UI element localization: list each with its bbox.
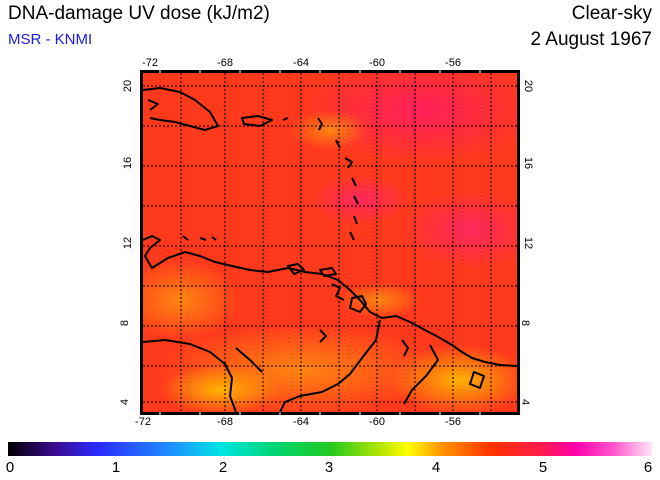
border-line: [279, 319, 381, 412]
lon-tick-top: -60: [369, 57, 385, 69]
island: [469, 371, 485, 389]
lat-tick-right: 16: [522, 156, 535, 170]
colorbar: [8, 442, 652, 456]
source-label: MSR - KNMI: [8, 31, 93, 48]
island: [344, 157, 353, 169]
lat-tick-right: 4: [519, 398, 532, 406]
puerto-rico-coast: [241, 115, 273, 127]
colorbar-tick: 4: [431, 459, 441, 476]
uv-low-area-southwest: [160, 365, 280, 412]
trinidad-coast: [349, 295, 367, 313]
lon-tick-top: -72: [142, 57, 158, 69]
sky-condition-label: Clear-sky: [571, 3, 652, 24]
colorbar-tick: 0: [5, 459, 15, 476]
colorbar-tick: 6: [643, 459, 653, 476]
lat-tick-left: 8: [119, 319, 132, 327]
island: [351, 177, 357, 187]
border-line: [403, 344, 439, 405]
hispaniola-inlet: [147, 99, 159, 111]
uv-patch-center: [340, 282, 420, 318]
uv-low-area-west: [143, 260, 240, 340]
island: [182, 235, 189, 241]
uv-high-area-center: [310, 175, 410, 225]
colorbar-tick: 2: [218, 459, 228, 476]
uv-low-area-southeast: [390, 345, 517, 412]
lon-tick-bottom: -72: [135, 416, 151, 428]
uv-patch-north: [290, 110, 370, 150]
lat-tick-left: 12: [122, 236, 135, 250]
border-line: [235, 347, 263, 373]
island: [199, 237, 207, 241]
island: [317, 117, 323, 131]
colorbar-tick: 1: [111, 459, 121, 476]
lat-tick-right: 20: [522, 79, 535, 93]
island: [319, 267, 337, 277]
graticule: [143, 73, 517, 412]
lat-tick-left: 4: [119, 398, 132, 406]
frame-ticks: [159, 70, 481, 415]
lat-tick-left: 16: [122, 156, 135, 170]
island: [282, 117, 289, 121]
lon-tick-bottom: -56: [445, 416, 461, 428]
island: [287, 263, 305, 275]
colorbar-tick: 3: [324, 459, 334, 476]
lat-tick-right: 12: [522, 236, 535, 250]
chart-title: DNA-damage UV dose (kJ/m2): [8, 3, 270, 24]
river-mark: [319, 329, 327, 343]
lon-tick-top: -64: [293, 57, 309, 69]
uv-high-area-east: [400, 190, 517, 270]
lon-tick-bottom: -68: [217, 416, 233, 428]
uv-field: [143, 73, 517, 412]
lat-tick-left: 20: [122, 79, 135, 93]
date-label: 2 August 1967: [530, 29, 653, 50]
lon-tick-bottom: -64: [293, 416, 309, 428]
lon-tick-bottom: -60: [369, 416, 385, 428]
river-mark: [401, 339, 409, 357]
island: [353, 215, 358, 225]
island: [349, 231, 355, 241]
island: [211, 236, 217, 241]
border-line: [143, 339, 237, 412]
island: [353, 195, 359, 205]
lat-tick-right: 8: [519, 319, 532, 327]
hispaniola-coast: [143, 87, 219, 131]
colorbar-tick: 5: [538, 459, 548, 476]
lon-tick-top: -56: [445, 57, 461, 69]
lon-tick-top: -68: [217, 57, 233, 69]
